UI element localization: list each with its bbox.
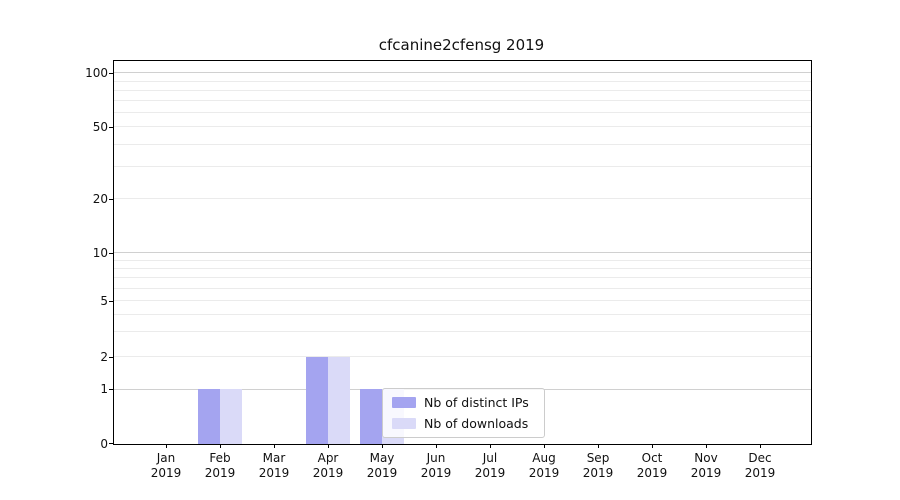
x-axis-tick — [543, 444, 545, 448]
gridline-minor — [114, 80, 811, 82]
x-axis-tick — [273, 444, 275, 448]
x-label-year: 2019 — [366, 466, 398, 480]
gridline-minor — [114, 287, 811, 289]
gridline-minor — [114, 267, 811, 269]
x-axis-tick-label-nov: Nov 2019 — [676, 451, 736, 481]
y-axis-tick-label: 5 — [100, 293, 108, 308]
gridline-minor — [114, 331, 811, 333]
x-axis-tick-label-aug: Aug 2019 — [514, 451, 574, 481]
y-axis-tick — [109, 72, 114, 75]
x-axis-tick — [381, 444, 383, 448]
gridline-minor — [114, 276, 811, 278]
x-axis-tick-label-mar: Mar 2019 — [244, 451, 304, 481]
y-axis-tick-label: 1 — [100, 382, 108, 397]
x-axis-tick-label-oct: Oct 2019 — [622, 451, 682, 481]
x-axis-tick — [165, 444, 167, 448]
x-axis-tick-label-apr: Apr 2019 — [298, 451, 358, 481]
y-axis-tick — [109, 126, 114, 129]
chart-title: cfcanine2cfensg 2019 — [378, 36, 545, 54]
x-label-year: 2019 — [582, 466, 614, 480]
x-label-year: 2019 — [150, 466, 182, 480]
y-axis-tick-label: 0 — [100, 437, 108, 451]
x-label-month: Aug — [532, 451, 556, 465]
gridline-major — [114, 300, 811, 302]
x-label-year: 2019 — [744, 466, 776, 480]
gridline-major — [114, 198, 811, 200]
bar-downloads-apr — [328, 356, 350, 444]
legend-label-downloads: Nb of downloads — [424, 416, 529, 431]
x-axis-tick-label-feb: Feb 2019 — [190, 451, 250, 481]
x-axis-tick — [597, 444, 599, 448]
x-label-month: Jan — [156, 451, 176, 465]
x-label-month: Apr — [317, 451, 339, 465]
gridline-major — [114, 126, 811, 128]
x-label-year: 2019 — [420, 466, 452, 480]
x-label-month: Oct — [641, 451, 663, 465]
bar-distinct-ips-feb — [198, 389, 220, 444]
x-label-month: Feb — [209, 451, 231, 465]
plot-area: Nb of distinct IPs Nb of downloads 0 1 2 5 1… — [85, 60, 812, 480]
x-label-month: May — [369, 451, 395, 465]
gridline-minor — [114, 166, 811, 168]
x-axis-tick-label-may: May 2019 — [352, 451, 412, 481]
legend-swatch-downloads — [392, 418, 416, 429]
y-axis-tick — [109, 356, 114, 358]
gridline-minor — [114, 89, 811, 91]
x-label-year: 2019 — [204, 466, 236, 480]
x-axis-tick-label-jan: Jan 2019 — [136, 451, 196, 481]
gridline-minor — [114, 259, 811, 261]
x-label-month: Sep — [586, 451, 610, 465]
x-axis-tick — [327, 444, 329, 448]
gridline-minor — [114, 143, 811, 145]
x-label-year: 2019 — [690, 466, 722, 480]
x-label-year: 2019 — [528, 466, 560, 480]
y-axis-tick — [109, 198, 114, 200]
y-axis-tick — [109, 443, 114, 445]
x-axis-tick — [489, 444, 491, 448]
x-label-month: Dec — [748, 451, 772, 465]
bar-distinct-ips-may — [360, 389, 382, 444]
x-axis-tick — [219, 444, 221, 448]
legend-item-distinct-ips: Nb of distinct IPs — [392, 395, 535, 410]
x-axis-tick — [705, 444, 707, 448]
y-axis-tick-label: 2 — [100, 349, 108, 364]
legend-swatch-distinct-ips — [392, 397, 416, 408]
gridline-major — [114, 72, 811, 74]
x-axis-tick — [759, 444, 761, 448]
y-axis-tick-label: 50 — [92, 119, 108, 134]
y-axis-tick-label: 100 — [85, 65, 108, 80]
y-axis-tick-label: 10 — [92, 245, 108, 260]
x-label-month: Jul — [482, 451, 498, 465]
x-label-month: Nov — [694, 451, 718, 465]
x-axis-tick — [651, 444, 653, 448]
x-label-year: 2019 — [474, 466, 506, 480]
x-axis-tick — [435, 444, 437, 448]
legend: Nb of distinct IPs Nb of downloads — [382, 388, 545, 438]
bar-downloads-feb — [220, 389, 242, 444]
gridline-minor — [114, 313, 811, 315]
y-axis-tick — [109, 389, 114, 391]
gridline-minor — [114, 100, 811, 102]
gridline-major — [114, 252, 811, 254]
legend-label-distinct-ips: Nb of distinct IPs — [424, 395, 529, 410]
x-label-year: 2019 — [258, 466, 290, 480]
y-axis-tick — [109, 300, 114, 302]
gridline-minor — [114, 112, 811, 114]
x-axis-tick-label-dec: Dec 2019 — [730, 451, 790, 481]
bar-distinct-ips-apr — [306, 356, 328, 444]
x-label-month: Jun — [426, 451, 446, 465]
gridline-major — [114, 356, 811, 358]
legend-item-downloads: Nb of downloads — [392, 416, 535, 431]
x-axis-tick-label-jun: Jun 2019 — [406, 451, 466, 481]
x-label-year: 2019 — [636, 466, 668, 480]
x-axis-tick-label-sep: Sep 2019 — [568, 451, 628, 481]
y-axis-tick-label: 20 — [92, 191, 108, 206]
y-axis-tick — [109, 252, 114, 254]
x-label-month: Mar — [262, 451, 286, 465]
x-label-year: 2019 — [312, 466, 344, 480]
x-axis-tick-label-jul: Jul 2019 — [460, 451, 520, 481]
